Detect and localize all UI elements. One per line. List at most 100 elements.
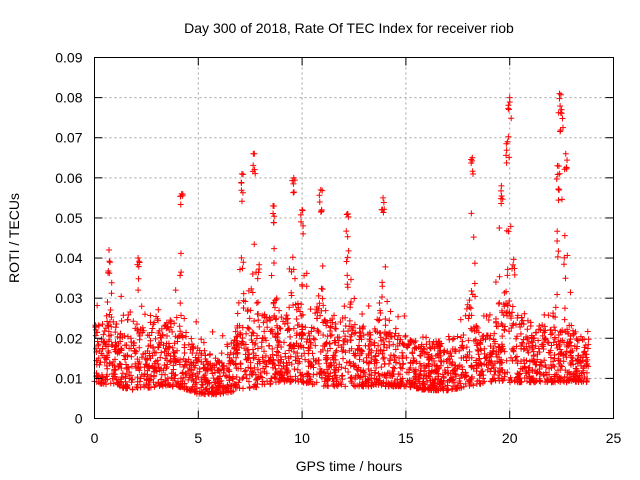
data-point: [514, 314, 521, 321]
data-point: [181, 349, 188, 356]
data-point: [508, 325, 515, 332]
data-point: [174, 347, 181, 354]
data-point: [277, 368, 284, 375]
data-point: [554, 253, 561, 260]
data-point: [215, 389, 222, 396]
data-point: [523, 368, 530, 375]
data-point: [218, 377, 225, 384]
data-points: [91, 90, 592, 398]
data-point: [362, 378, 369, 385]
data-point: [466, 312, 473, 319]
data-point: [399, 349, 406, 356]
data-point: [470, 234, 477, 241]
data-point: [449, 367, 456, 374]
data-point: [306, 336, 313, 343]
data-point: [473, 381, 480, 388]
data-point: [155, 330, 162, 337]
y-tick-label: 0.03: [55, 290, 82, 306]
data-point: [249, 270, 256, 277]
data-point: [292, 377, 299, 384]
data-point: [504, 302, 511, 309]
x-axis-label: GPS time / hours: [296, 458, 403, 474]
data-point: [144, 332, 151, 339]
data-point: [396, 371, 403, 378]
data-point: [360, 367, 367, 374]
data-point: [190, 359, 197, 366]
data-point: [520, 321, 527, 328]
data-point: [331, 312, 338, 319]
data-point: [331, 339, 338, 346]
data-point: [238, 198, 245, 205]
data-point: [380, 199, 387, 206]
data-point: [521, 374, 528, 381]
data-point: [501, 326, 508, 333]
data-point: [158, 365, 165, 372]
data-point: [134, 384, 141, 391]
data-point: [483, 313, 490, 320]
data-point: [513, 353, 520, 360]
data-point: [572, 328, 579, 335]
data-point: [345, 247, 352, 254]
data-point: [132, 350, 139, 357]
data-point: [466, 348, 473, 355]
data-point: [356, 345, 363, 352]
data-point: [316, 192, 323, 199]
data-point: [416, 352, 423, 359]
data-point: [102, 341, 109, 348]
data-point: [487, 343, 494, 350]
data-point: [351, 321, 358, 328]
data-point: [302, 356, 309, 363]
data-point: [561, 378, 568, 385]
data-point: [554, 291, 561, 298]
data-point: [123, 342, 130, 349]
data-point: [346, 317, 353, 324]
data-point: [318, 367, 325, 374]
data-point: [251, 318, 258, 325]
data-point: [521, 310, 528, 317]
data-point: [478, 361, 485, 368]
data-point: [108, 290, 115, 297]
data-point: [264, 324, 271, 331]
data-point: [263, 370, 270, 377]
data-point: [564, 369, 571, 376]
data-point: [272, 304, 279, 311]
data-point: [278, 356, 285, 363]
data-point: [496, 224, 503, 231]
data-point: [498, 182, 505, 189]
data-point: [569, 355, 576, 362]
data-point: [509, 357, 516, 364]
data-point: [532, 379, 539, 386]
data-point: [341, 338, 348, 345]
data-point: [232, 328, 239, 335]
data-point: [487, 349, 494, 356]
data-point: [163, 333, 170, 340]
data-point: [286, 304, 293, 311]
data-point: [165, 340, 172, 347]
data-point: [375, 317, 382, 324]
data-point: [280, 318, 287, 325]
data-point: [290, 302, 297, 309]
data-point: [342, 314, 349, 321]
data-point: [130, 318, 137, 325]
data-point: [470, 170, 477, 177]
data-point: [319, 286, 326, 293]
data-point: [396, 355, 403, 362]
data-point: [376, 377, 383, 384]
data-point: [356, 381, 363, 388]
data-point: [333, 347, 340, 354]
data-point: [180, 364, 187, 371]
data-point: [198, 384, 205, 391]
data-point: [305, 330, 312, 337]
data-point: [136, 378, 143, 385]
data-point: [327, 323, 334, 330]
data-point: [463, 357, 470, 364]
data-point: [209, 328, 216, 335]
data-point: [418, 341, 425, 348]
data-point: [199, 381, 206, 388]
data-point: [124, 333, 131, 340]
data-point: [585, 336, 592, 343]
data-point: [319, 346, 326, 353]
y-tick-label: 0.07: [55, 130, 82, 146]
data-point: [192, 381, 199, 388]
data-point: [252, 170, 259, 177]
